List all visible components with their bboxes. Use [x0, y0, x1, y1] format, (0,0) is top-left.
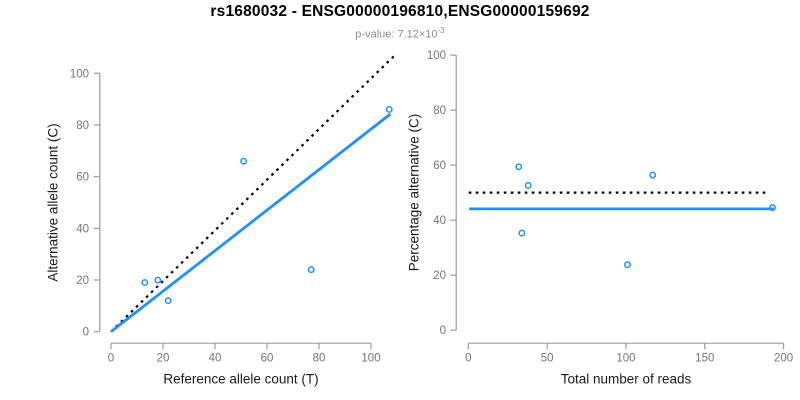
left-data-point — [385, 106, 393, 113]
left-data-point — [307, 266, 315, 274]
left-y-tick-label: 60 — [76, 172, 89, 184]
p-value-exponent: -3 — [437, 26, 445, 35]
right-y-axis-title: Percentage alternative (C) — [407, 114, 422, 272]
left-data-point — [164, 297, 172, 305]
right-data-point — [624, 261, 631, 269]
left-x-tick-label: 80 — [313, 353, 326, 365]
left-identity-line — [110, 52, 398, 333]
p-value-text: p-value: 7.12×10 — [355, 28, 438, 41]
right-x-tick-label: 200 — [774, 353, 793, 365]
right-data-point — [515, 163, 523, 171]
left-x-tick-label: 100 — [361, 353, 380, 365]
left-y-tick-label: 100 — [70, 68, 89, 80]
right-y-tick-label: 60 — [433, 160, 446, 172]
left-x-tick-label: 60 — [261, 353, 274, 365]
right-y-tick-label: 40 — [433, 215, 446, 227]
right-x-tick-label: 0 — [465, 353, 471, 365]
figure-title: rs1680032 - ENSG00000196810,ENSG00000159… — [210, 3, 590, 20]
p-value-subtitle: p-value: 7.12×10-3 — [0, 26, 800, 41]
left-y-tick-label: 80 — [76, 120, 89, 132]
left-y-axis-title: Alternative allele count (C) — [46, 123, 61, 281]
left-data-point — [240, 157, 248, 165]
right-y-tick-label: 80 — [433, 105, 446, 117]
left-x-axis-title: Reference allele count (T) — [163, 372, 318, 387]
right-y-tick-label: 0 — [440, 325, 446, 337]
left-y-tick-label: 40 — [76, 223, 89, 235]
left-y-tick-label: 0 — [83, 327, 89, 339]
right-data-point — [649, 171, 657, 179]
right-y-tick-label: 20 — [433, 270, 446, 282]
right-x-axis-title: Total number of reads — [561, 372, 692, 387]
right-x-tick-label: 100 — [616, 353, 635, 365]
right-data-point — [769, 204, 777, 211]
right-y-tick-label: 100 — [427, 50, 446, 62]
left-y-tick-label: 20 — [76, 275, 89, 287]
left-x-tick-label: 20 — [157, 353, 170, 365]
right-x-tick-label: 150 — [695, 353, 714, 365]
right-data-point — [524, 182, 532, 189]
left-data-point — [154, 276, 162, 284]
left-fit-line — [110, 113, 392, 333]
right-x-tick-label: 50 — [541, 353, 554, 365]
left-x-tick-label: 40 — [209, 353, 222, 365]
left-x-tick-label: 0 — [108, 353, 114, 365]
right-data-point — [518, 229, 526, 237]
left-data-point — [141, 279, 149, 287]
